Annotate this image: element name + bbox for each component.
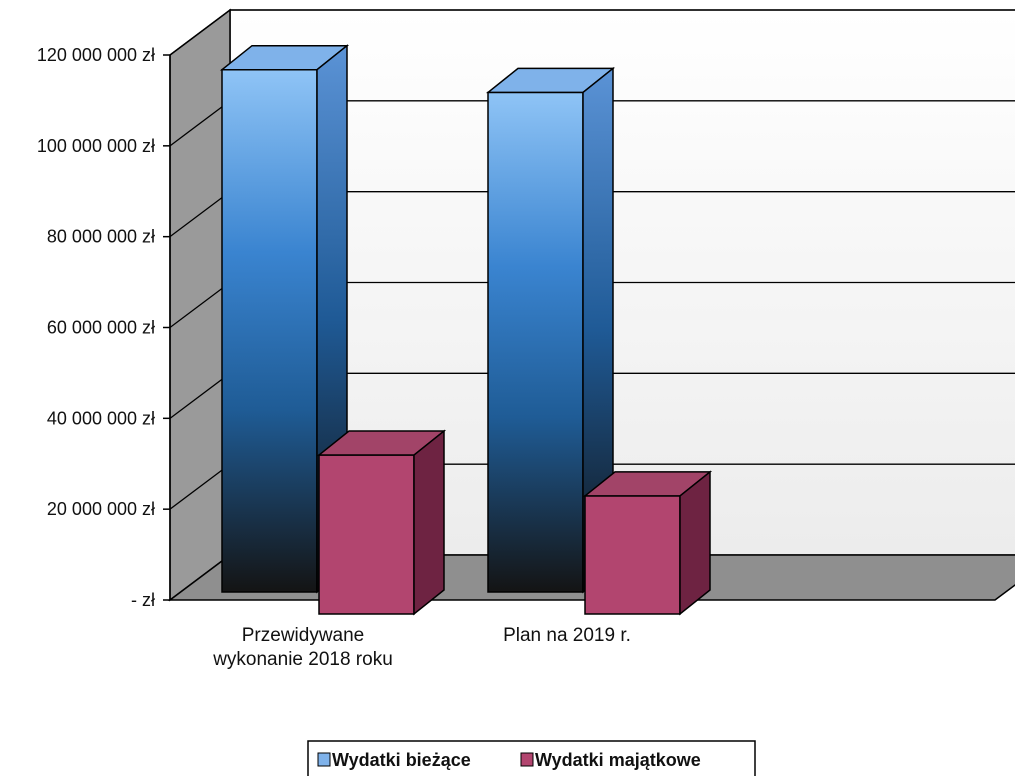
bar-wydatki-majatkowe [316, 429, 447, 616]
x-tick-label-line: Plan na 2019 r. [503, 625, 631, 646]
legend-item-wydatki-majatkowe: Wydatki majątkowe [520, 750, 701, 770]
legend: Wydatki bieżące Wydatki majątkowe [307, 740, 756, 776]
legend-box [307, 740, 756, 776]
y-tick-label: 80 000 000 zł [47, 227, 155, 247]
bars [219, 44, 713, 616]
x-tick-label: Przewidywane wykonanie 2018 roku [212, 625, 393, 670]
gridline-diagonal [169, 372, 231, 419]
bar-wydatki-majatkowe-side [413, 429, 445, 616]
gridline-diagonal [169, 100, 231, 147]
y-tick-label: 60 000 000 zł [47, 318, 155, 338]
legend-label: Wydatki majątkowe [535, 750, 701, 770]
gridline-diagonal [169, 191, 231, 238]
bar-wydatki-majatkowe-front [318, 454, 415, 615]
bar-wydatki-majatkowe-front [584, 495, 681, 615]
x-axis: Przewidywane wykonanie 2018 roku Plan na 2… [212, 625, 631, 670]
x-tick-label-line: Przewidywane [242, 625, 365, 646]
x-tick-label-line: wykonanie 2018 roku [212, 649, 393, 670]
x-tick-label: Plan na 2019 r. [503, 625, 631, 646]
legend-item-wydatki-biezace: Wydatki bieżące [317, 750, 471, 770]
bar-wydatki-biezace [485, 66, 616, 594]
y-tick-label: 120 000 000 zł [37, 45, 155, 65]
y-axis: - zł 20 000 000 zł 40 000 000 zł 60 000 000… [37, 45, 171, 610]
gridline-diagonal [169, 9, 231, 56]
bar-wydatki-biezace-front [487, 91, 584, 593]
legend-swatch [520, 752, 534, 767]
bar-wydatki-biezace [219, 44, 350, 594]
y-tick-label: 100 000 000 zł [37, 136, 155, 156]
gridline-diagonal [169, 463, 231, 510]
y-tick-label: 20 000 000 zł [47, 499, 155, 519]
y-tick-label: 40 000 000 zł [47, 408, 155, 428]
bar-wydatki-majatkowe [582, 470, 713, 616]
bar-wydatki-majatkowe-side [679, 470, 711, 616]
bar-wydatki-biezace-front [221, 68, 318, 593]
legend-swatch [317, 752, 331, 767]
y-tick-label: - zł [131, 590, 155, 610]
gridline-diagonal [169, 281, 231, 329]
legend-label: Wydatki bieżące [332, 750, 471, 770]
